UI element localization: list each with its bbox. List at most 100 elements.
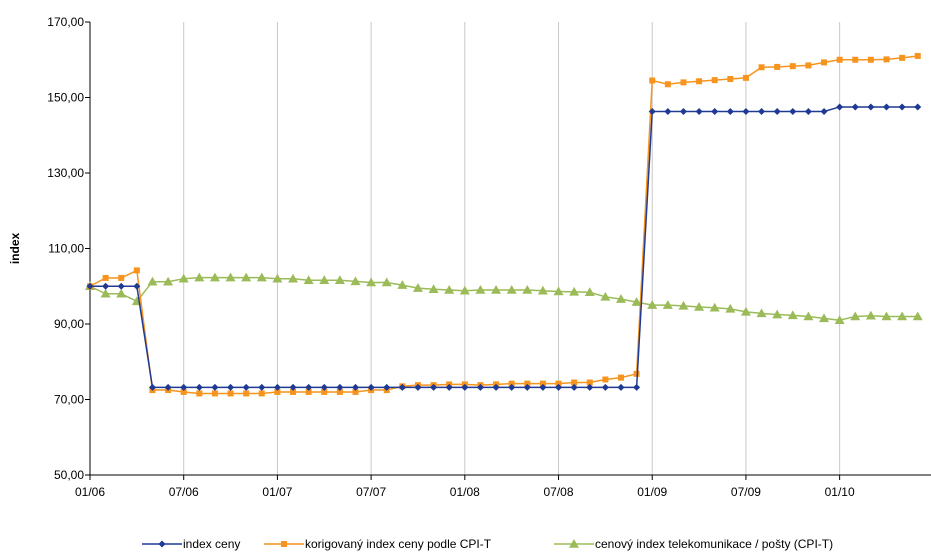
- data-point: [819, 313, 830, 323]
- data-point: [586, 379, 593, 386]
- data-point: [617, 374, 624, 381]
- series-group: [85, 52, 923, 397]
- data-point: [899, 54, 906, 61]
- x-tick-label: 01/06: [75, 485, 105, 499]
- data-point: [492, 383, 500, 391]
- data-point: [398, 383, 406, 391]
- data-point: [428, 284, 439, 294]
- data-point: [600, 291, 611, 301]
- data-point: [117, 282, 125, 290]
- data-point: [147, 276, 158, 286]
- data-point: [227, 383, 235, 391]
- data-point: [571, 379, 578, 386]
- data-point: [584, 287, 595, 297]
- data-point: [258, 390, 265, 397]
- data-point: [508, 380, 515, 387]
- data-point: [444, 285, 455, 294]
- data-point: [524, 380, 531, 387]
- data-point: [412, 283, 423, 292]
- data-point: [897, 311, 908, 321]
- data-point: [289, 383, 297, 391]
- data-point: [133, 282, 141, 290]
- data-point: [148, 383, 156, 391]
- y-axis-title: index: [8, 233, 22, 265]
- data-point: [836, 103, 844, 111]
- data-point: [633, 383, 641, 391]
- data-point: [631, 297, 642, 306]
- data-point: [914, 103, 922, 111]
- data-point: [647, 300, 658, 309]
- data-point: [867, 56, 874, 63]
- data-point: [694, 302, 705, 311]
- data-point: [912, 311, 923, 321]
- data-point: [227, 390, 234, 397]
- data-point: [194, 272, 205, 282]
- data-point: [351, 383, 359, 391]
- y-tick-labels: 50,00 70,00 90,00 110,00 130,00 150,00 170,00: [47, 15, 84, 482]
- data-point: [414, 383, 422, 391]
- data-point: [336, 388, 343, 395]
- data-point: [537, 285, 548, 295]
- legend-label: cenový index telekomunikace / pošty (CPI…: [595, 537, 833, 551]
- data-point: [834, 315, 845, 324]
- series-line: [89, 55, 918, 395]
- data-point: [86, 282, 94, 290]
- data-point: [366, 277, 377, 287]
- data-point: [476, 383, 484, 391]
- data-point: [709, 302, 720, 312]
- series-line: [90, 106, 918, 389]
- data-point: [209, 272, 220, 282]
- data-point: [789, 63, 796, 70]
- data-point: [196, 390, 203, 397]
- y-tick-label: 150,00: [47, 91, 84, 105]
- data-point: [664, 81, 671, 88]
- data-point: [805, 62, 812, 69]
- data-point: [273, 383, 281, 391]
- data-point: [225, 272, 236, 282]
- legend-label: index ceny: [183, 537, 240, 551]
- series-3: [85, 272, 923, 324]
- x-tick-label: 07/07: [356, 485, 386, 499]
- data-point: [320, 383, 328, 391]
- x-tick-label: 01/07: [262, 485, 292, 499]
- legend: index ceny korigovaný index ceny podle CP…: [142, 537, 833, 551]
- data-point: [649, 77, 656, 84]
- data-point: [274, 388, 281, 395]
- data-point: [852, 56, 859, 63]
- data-point: [336, 383, 344, 391]
- data-point: [445, 383, 453, 391]
- data-point: [695, 107, 703, 115]
- data-point: [820, 107, 828, 115]
- axes: [85, 21, 931, 480]
- data-point: [867, 103, 875, 111]
- data-point: [381, 277, 392, 287]
- data-point: [102, 274, 109, 281]
- grid-lines: [183, 22, 841, 475]
- data-point: [789, 107, 797, 115]
- data-point: [491, 285, 502, 294]
- data-point: [773, 107, 781, 115]
- data-point: [758, 64, 765, 71]
- data-point: [569, 286, 580, 296]
- data-point: [180, 383, 188, 391]
- data-point: [475, 285, 486, 294]
- data-point: [459, 285, 470, 295]
- data-point: [803, 311, 814, 321]
- data-point: [882, 103, 890, 111]
- y-tick-label: 110,00: [48, 242, 84, 256]
- data-point: [787, 310, 798, 320]
- data-point: [570, 383, 578, 391]
- y-tick-label: 90,00: [54, 317, 84, 331]
- data-point: [243, 390, 250, 397]
- y-tick-label: 50,00: [54, 468, 84, 482]
- data-point: [804, 107, 812, 115]
- data-point: [602, 376, 609, 383]
- data-point: [367, 383, 375, 391]
- series-1: [86, 103, 922, 391]
- x-tick-label: 01/09: [637, 485, 667, 499]
- legend-item-3: cenový index telekomunikace / pošty (CPI…: [554, 537, 833, 551]
- data-point: [508, 383, 516, 391]
- data-point: [211, 390, 218, 397]
- data-point: [290, 388, 297, 395]
